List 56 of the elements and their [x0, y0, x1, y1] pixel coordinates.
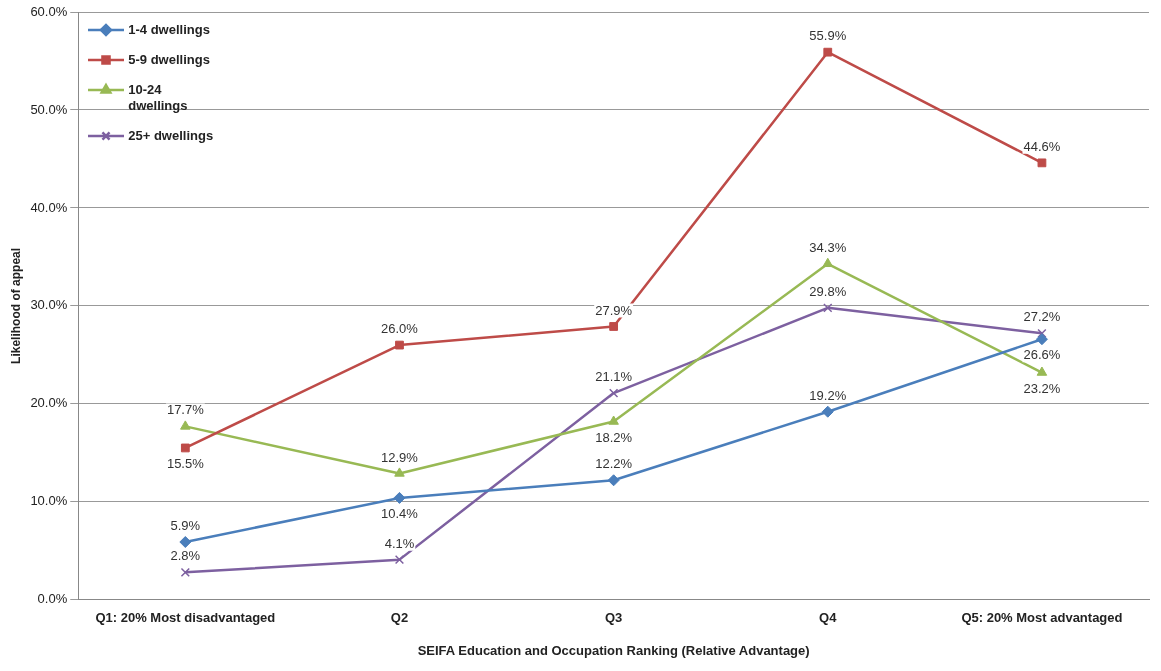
point	[395, 340, 404, 350]
x-tick-label: Q1: 20% Most disadvantaged	[95, 610, 276, 626]
data-label: 55.9%	[809, 28, 847, 44]
data-label: 10.4%	[381, 505, 419, 521]
data-label: 19.2%	[809, 387, 847, 403]
data-label: 2.8%	[170, 548, 201, 564]
data-label: 29.8%	[809, 283, 847, 299]
data-label: 23.2%	[1023, 380, 1061, 396]
y-tick-label: 50.0%	[30, 101, 68, 117]
legend-label: 5-9 dwellings	[128, 52, 210, 68]
legend-label: 25+ dwellings	[128, 128, 214, 144]
legend-label: 1-4 dwellings	[128, 22, 210, 38]
y-tick-label: 40.0%	[30, 199, 68, 215]
data-label: 4.1%	[384, 535, 415, 551]
point	[608, 415, 619, 425]
x-tick-label: Q2	[390, 610, 409, 626]
y-tick-label: 60.0%	[30, 3, 68, 19]
data-label: 26.6%	[1023, 347, 1061, 363]
data-label: 18.2%	[595, 429, 633, 445]
data-label: 15.5%	[166, 456, 205, 472]
y-tick-label: 30.0%	[30, 297, 68, 313]
point	[180, 443, 190, 453]
data-label: 21.1%	[595, 369, 633, 385]
point	[609, 322, 619, 331]
data-label: 12.9%	[381, 449, 419, 465]
y-axis-title: Likelihood of appeal	[8, 247, 23, 364]
x-tick-label: Q5: 20% Most advantaged	[961, 610, 1123, 626]
y-tick-label: 20.0%	[30, 395, 68, 411]
y-tick-label: 0.0%	[37, 591, 68, 607]
point	[1037, 158, 1047, 168]
x-axis-title: SEIFA Education and Occupation Ranking (Relative Advantage)	[417, 642, 810, 658]
point	[180, 420, 191, 430]
data-label: 34.3%	[809, 239, 847, 255]
point	[1035, 333, 1048, 346]
point	[180, 567, 190, 578]
x-tick-label: Q3	[604, 610, 623, 626]
point	[608, 388, 619, 398]
data-label: 27.2%	[1023, 309, 1061, 325]
data-label: 5.9%	[170, 518, 201, 534]
point	[823, 47, 833, 57]
data-label: 27.9%	[595, 302, 633, 318]
data-label: 12.2%	[595, 456, 633, 472]
point	[823, 303, 833, 313]
point	[1036, 366, 1048, 376]
point	[821, 405, 834, 418]
point	[394, 467, 405, 477]
y-tick-label: 10.0%	[30, 493, 68, 509]
data-label: 44.6%	[1023, 138, 1061, 154]
point	[607, 474, 620, 487]
data-label: 17.7%	[166, 402, 205, 418]
data-label: 26.0%	[381, 321, 419, 337]
x-tick-label: Q4	[819, 610, 838, 626]
point	[393, 491, 406, 504]
legend-label: 10-24 dwellings	[128, 82, 189, 114]
point	[179, 536, 192, 548]
point	[394, 555, 405, 565]
